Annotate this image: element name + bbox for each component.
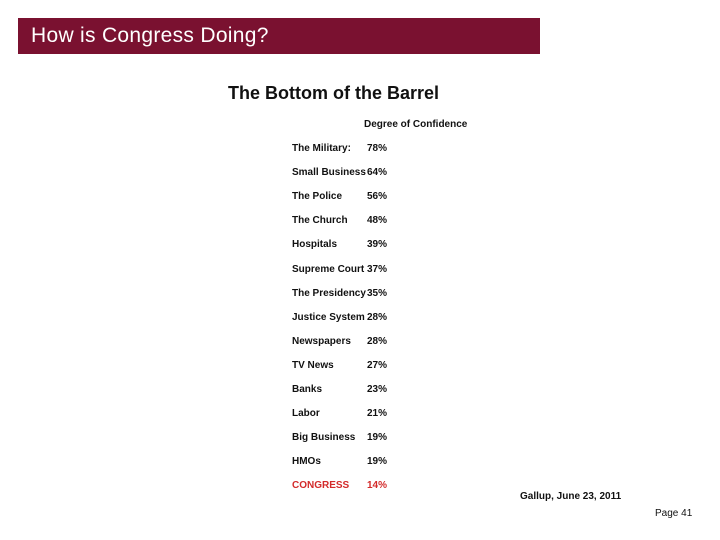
confidence-percent: 19% xyxy=(367,456,388,468)
institution-name: The Church xyxy=(292,215,348,227)
source-citation: Gallup, June 23, 2011 xyxy=(520,491,622,502)
confidence-percent: 35% xyxy=(367,287,388,299)
table-row: Justice System 28% xyxy=(292,312,492,326)
table-row: The Police 56% xyxy=(292,191,492,205)
institution-name: Supreme Court xyxy=(292,263,365,275)
institution-name: CONGRESS xyxy=(292,480,350,492)
institution-name: Newspapers xyxy=(292,335,351,347)
table-row: Newspapers 28% xyxy=(292,336,492,350)
slide-title: How is Congress Doing? xyxy=(31,24,269,47)
table-row: Supreme Court 37% xyxy=(292,264,492,278)
confidence-percent: 28% xyxy=(367,311,388,323)
table-row: HMOs 19% xyxy=(292,456,492,470)
institution-name: Small Business xyxy=(292,167,366,179)
confidence-percent: 23% xyxy=(367,384,388,395)
institution-name: The Military: xyxy=(292,143,351,154)
subtitle: The Bottom of the Barrel xyxy=(228,83,440,103)
confidence-percent: 56% xyxy=(367,191,388,203)
confidence-percent: 21% xyxy=(367,408,388,420)
institution-name: Hospitals xyxy=(292,239,338,251)
institution-name: HMOs xyxy=(292,456,321,468)
column-header: Degree of Confidence xyxy=(364,119,468,130)
table-row: Small Business 64% xyxy=(292,167,492,181)
page-number: Page 41 xyxy=(655,508,693,519)
confidence-percent: 39% xyxy=(367,239,388,251)
institution-name: The Presidency xyxy=(292,287,366,299)
table-row: Labor 21% xyxy=(292,408,492,422)
institution-name: Justice System xyxy=(292,311,365,323)
confidence-percent: 37% xyxy=(367,263,388,275)
table-row: Big Business 19% xyxy=(292,432,492,446)
confidence-percent: 19% xyxy=(367,432,388,444)
confidence-percent: 64% xyxy=(367,167,388,179)
confidence-percent: 14% xyxy=(367,480,388,492)
institution-name: Big Business xyxy=(292,432,356,444)
table-row: TV News 27% xyxy=(292,360,492,374)
table-row: The Presidency 35% xyxy=(292,288,492,302)
confidence-percent: 48% xyxy=(367,215,388,227)
institution-name: The Police xyxy=(292,191,343,203)
table-row: The Church 48% xyxy=(292,215,492,229)
table-row: Banks 23% xyxy=(292,384,492,398)
table-row: The Military: 78% xyxy=(292,143,492,157)
institution-name: Labor xyxy=(292,408,320,420)
header-bar: How is Congress Doing? xyxy=(18,18,540,54)
institution-name: Banks xyxy=(292,384,323,395)
confidence-percent: 28% xyxy=(367,335,388,347)
table-row: CONGRESS 14% xyxy=(292,480,492,494)
table-row: Hospitals 39% xyxy=(292,239,492,253)
confidence-percent: 27% xyxy=(367,359,388,371)
confidence-percent: 78% xyxy=(367,143,388,154)
institution-name: TV News xyxy=(292,359,334,371)
